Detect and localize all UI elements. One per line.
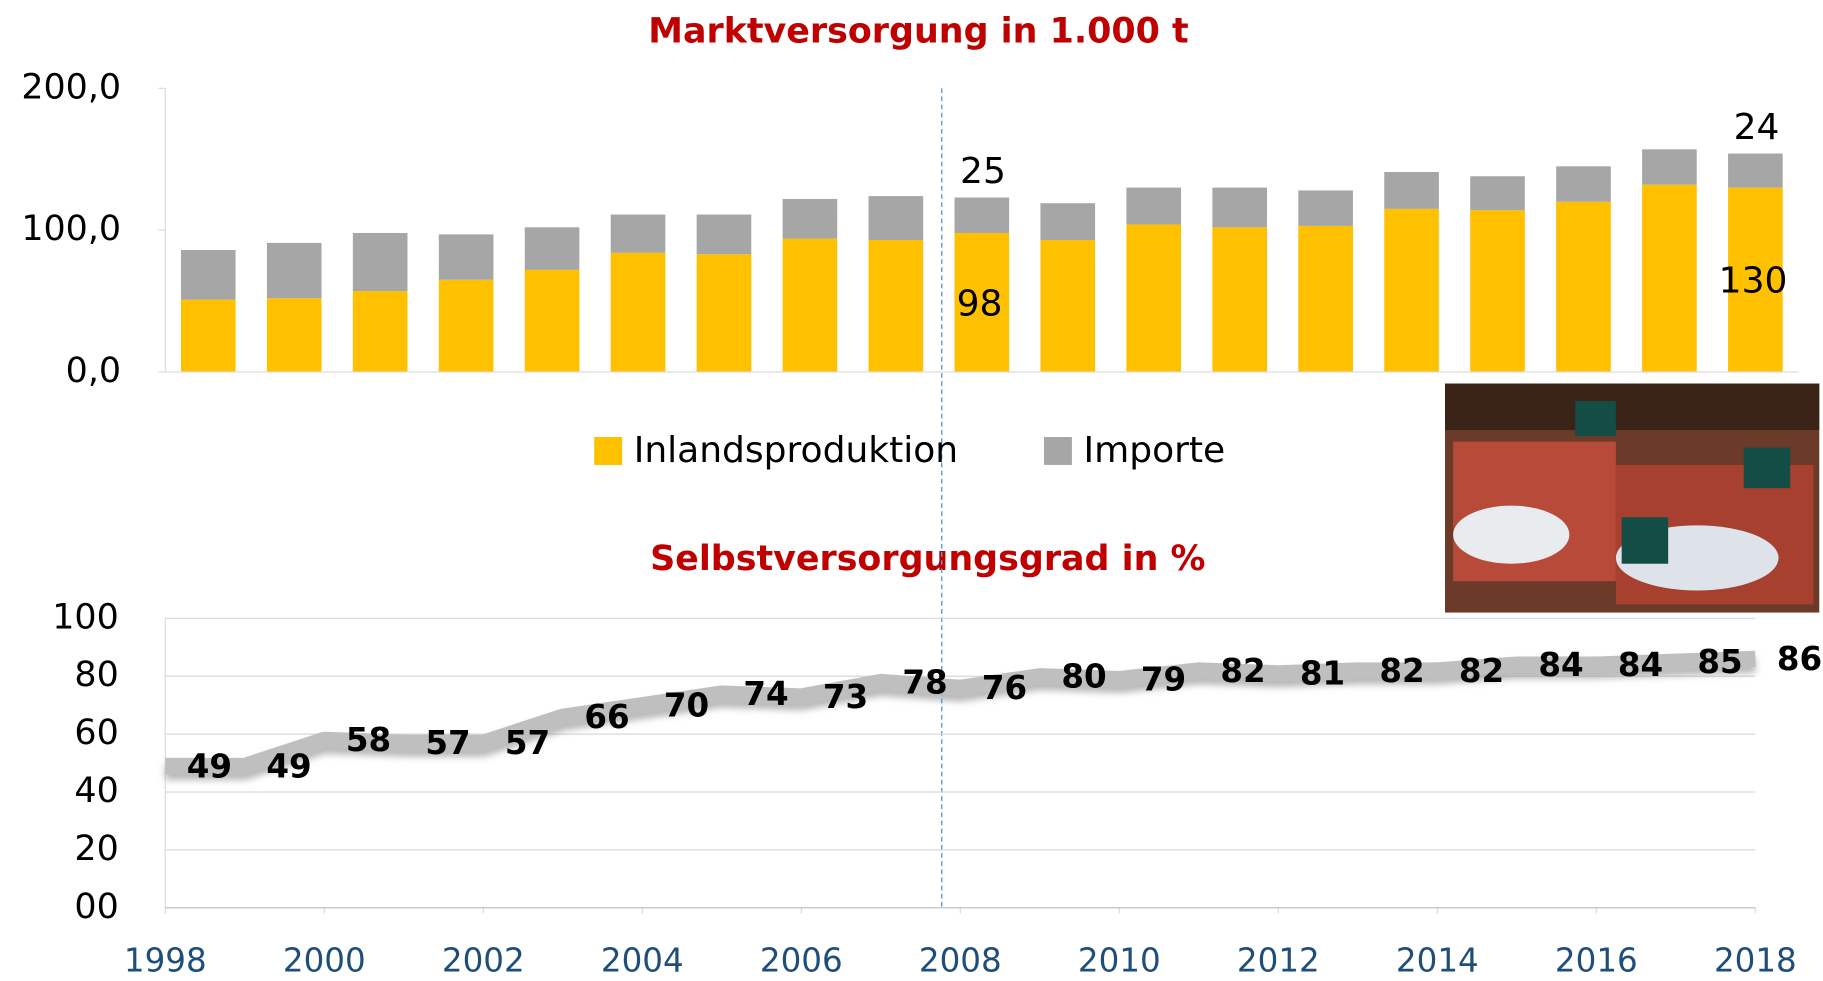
y-tick-label: 200,0 [21,67,121,107]
y-tick-label: 80 [74,655,118,695]
bar-segment [697,254,752,372]
x-tick-label: 2018 [1714,941,1797,979]
x-tick-label: 2004 [601,941,684,979]
x-tick-label: 2000 [283,941,366,979]
bar-segment [869,240,924,372]
data-label: 58 [346,721,391,759]
y-tick-label: 20 [74,829,118,869]
bar-segment [1384,209,1439,372]
chart-title: Selbstversorgungsgrad in % [650,539,1205,579]
data-label: 98 [957,284,1003,325]
data-label: 57 [425,724,470,762]
bar-segment [1212,227,1267,372]
data-label: 66 [584,698,629,736]
data-label: 82 [1459,652,1504,690]
bar-segment [267,243,322,298]
bar-segment [1126,224,1181,371]
data-label: 84 [1618,646,1663,684]
bar-segment [869,196,924,240]
bar-segment [181,300,236,372]
bar-segment [955,198,1010,233]
bar-segment [439,234,494,279]
data-label: 25 [960,151,1006,192]
data-label: 130 [1719,260,1788,301]
y-tick-label: 100 [52,597,119,637]
chart-title: Marktversorgung in 1.000 t [648,12,1188,52]
y-tick-label: 100,0 [21,209,121,249]
data-label: 79 [1141,660,1186,698]
data-label: 85 [1697,643,1742,681]
bar-segment [525,227,580,270]
x-tick-label: 2014 [1396,941,1479,979]
legend-label: Inlandsproduktion [634,430,958,471]
y-tick-label: 60 [74,713,118,753]
x-tick-label: 2006 [760,941,843,979]
x-tick-label: 2010 [1078,941,1161,979]
bar-segment [1212,188,1267,228]
bar-segment [783,239,838,372]
bar-segment [1384,172,1439,209]
bar-segment [611,215,666,253]
bar-segment [1642,149,1697,184]
bar-segment [1040,203,1095,240]
bar-segment [1298,226,1353,372]
bar-segment [439,280,494,372]
data-label: 80 [1061,658,1106,696]
photo [1445,384,1819,613]
bar-segment [1298,190,1353,225]
bar-segment [1040,240,1095,372]
bar-segment [525,270,580,372]
x-tick-label: 1998 [124,941,207,979]
data-label: 49 [266,747,311,785]
bar-segment [1126,188,1181,225]
data-label: 86 [1777,640,1822,678]
x-tick-label: 2008 [919,941,1002,979]
y-tick-label: 40 [74,771,118,811]
data-label: 74 [743,675,788,713]
data-label: 73 [823,678,868,716]
legend-swatch [1044,437,1072,465]
data-label: 76 [982,669,1027,707]
data-label: 82 [1379,652,1424,690]
bar-segment [1556,202,1611,372]
bar-segment [181,250,236,300]
bar-segment [1470,210,1525,372]
legend-swatch [594,437,622,465]
bar-segment [353,233,408,291]
x-tick-label: 2012 [1237,941,1320,979]
data-label: 82 [1220,652,1265,690]
data-label: 49 [187,747,232,785]
data-label: 84 [1538,646,1583,684]
bar-segment [267,298,322,372]
data-label: 57 [505,724,550,762]
bar-segment [1470,176,1525,210]
data-label: 81 [1300,655,1345,693]
x-tick-label: 2002 [442,941,525,979]
bar-segment [353,291,408,372]
x-tick-label: 2016 [1555,941,1638,979]
bar-segment [1556,166,1611,201]
y-tick-label: 0,0 [66,351,121,391]
data-label: 24 [1734,107,1780,148]
bar-segment [783,199,838,239]
bar-segment [1728,154,1783,188]
chart: Marktversorgung in 1.000 t Selbstversorg… [0,0,1823,981]
legend-label: Importe [1084,430,1226,471]
data-label: 78 [902,663,947,701]
bar-segment [611,253,666,372]
data-label: 70 [664,687,709,725]
line [165,659,1755,766]
bar-segment [697,215,752,255]
bar-segment [1642,185,1697,372]
y-tick-label: 00 [74,887,118,927]
